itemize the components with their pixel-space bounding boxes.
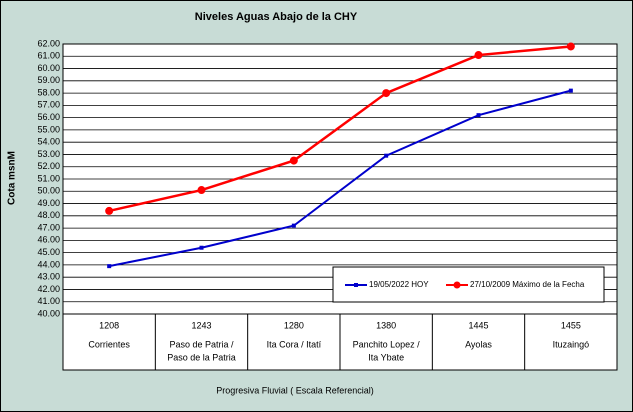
y-tick-label: 51.00 (37, 173, 60, 183)
y-tick-label: 47.00 (37, 222, 60, 232)
category-place: Paso de Patria / (169, 339, 234, 349)
x-tick-label: 1445 (468, 320, 488, 330)
category-place: Ita Cora / Itatí (267, 339, 322, 349)
data-point (197, 186, 206, 195)
y-tick-label: 46.00 (37, 235, 60, 245)
y-tick-label: 40.00 (37, 308, 60, 318)
legend-label: 19/05/2022 HOY (369, 280, 429, 289)
y-tick-label: 43.00 (37, 272, 60, 282)
y-tick-label: 42.00 (37, 284, 60, 294)
y-tick-label: 41.00 (37, 296, 60, 306)
legend-marker (453, 281, 461, 289)
y-tick-label: 55.00 (37, 124, 60, 134)
x-axis-label: Progresiva Fluvial ( Escala Referencial) (216, 385, 374, 395)
data-point (382, 89, 391, 98)
y-tick-label: 57.00 (37, 100, 60, 110)
category-place: Panchito Lopez / (353, 339, 421, 349)
data-point (476, 113, 481, 118)
x-tick-label: 1208 (99, 320, 119, 330)
x-tick-label: 1280 (284, 320, 304, 330)
legend-box (332, 266, 605, 303)
y-tick-label: 53.00 (37, 149, 60, 159)
data-point (566, 42, 575, 51)
y-tick-label: 50.00 (37, 186, 60, 196)
data-point (291, 223, 296, 228)
data-point (105, 206, 114, 215)
x-tick-label: 1380 (376, 320, 396, 330)
x-tick-label: 1243 (191, 320, 211, 330)
y-tick-label: 61.00 (37, 51, 60, 61)
data-point (199, 245, 204, 250)
legend-label: 27/10/2009 Máximo de la Fecha (470, 280, 585, 289)
category-place: Ita Ybate (368, 352, 404, 362)
y-tick-label: 45.00 (37, 247, 60, 257)
y-tick-label: 62.00 (37, 38, 60, 48)
x-tick-label: 1455 (561, 320, 581, 330)
data-point (384, 153, 389, 158)
data-point (107, 264, 112, 269)
category-place: Ayolas (465, 339, 492, 349)
y-tick-label: 48.00 (37, 210, 60, 220)
data-point (474, 51, 483, 60)
y-tick-label: 56.00 (37, 112, 60, 122)
data-point (568, 88, 573, 93)
y-tick-label: 44.00 (37, 259, 60, 269)
category-place: Ituzaingó (553, 339, 590, 349)
y-tick-label: 49.00 (37, 198, 60, 208)
category-place: Paso de la Patria (167, 352, 236, 362)
y-tick-label: 60.00 (37, 63, 60, 73)
y-tick-label: 58.00 (37, 87, 60, 97)
legend-marker (354, 283, 358, 287)
chart-title: Niveles Aguas Abajo de la CHY (195, 11, 358, 23)
y-tick-label: 54.00 (37, 137, 60, 147)
y-tick-label: 59.00 (37, 75, 60, 85)
y-axis-label: Cota msnM (7, 151, 18, 205)
category-place: Corrientes (88, 339, 130, 349)
y-tick-label: 52.00 (37, 161, 60, 171)
series-line (108, 89, 572, 268)
series-line (108, 45, 571, 213)
data-point (289, 156, 298, 165)
